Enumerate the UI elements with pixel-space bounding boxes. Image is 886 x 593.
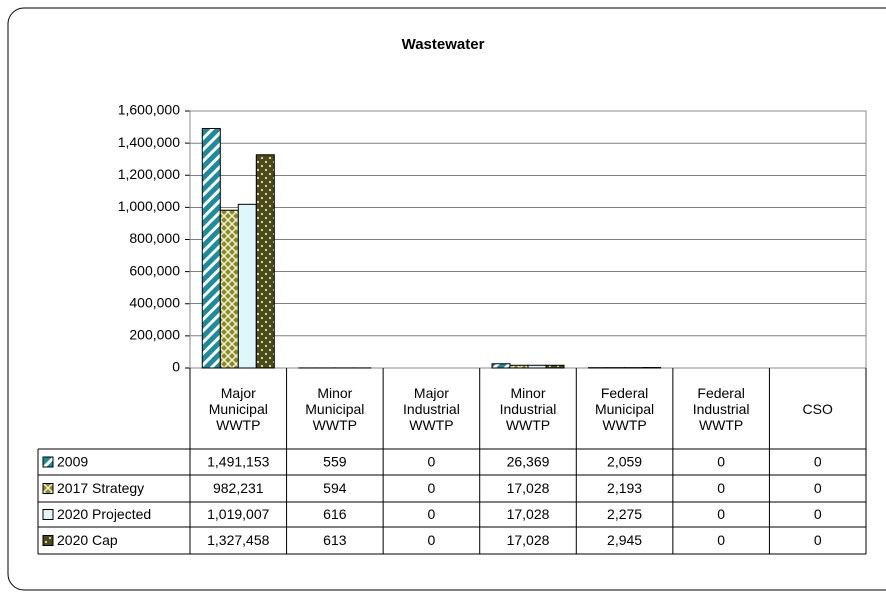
y-tick-label: 600,000 [129,262,180,278]
category-label: Major Industrial WWTP [383,368,480,449]
data-label: 0 [428,454,436,470]
y-tick-label: 1,400,000 [118,134,180,150]
data-label: 0 [814,480,822,496]
data-label: 0 [717,454,725,470]
bar [201,127,221,369]
bar [545,364,565,369]
data-label: 1,491,153 [207,454,269,470]
data-label: 0 [428,480,436,496]
x-tick-label: Major Industrial WWTP [403,384,460,433]
x-tick-label: Major Municipal WWTP [208,384,268,433]
x-tick-label: Minor Municipal WWTP [305,384,365,433]
legend-key [42,483,54,494]
data-label: 0 [428,506,436,522]
data-label: 0 [814,532,822,548]
legend-label: 2017 Strategy [57,480,144,496]
category-label: Federal Municipal WWTP [576,368,673,449]
bar [219,209,239,369]
data-label: 559 [323,454,347,470]
legend-key [42,456,54,468]
data-label: 594 [323,480,347,496]
category-label: Minor Industrial WWTP [480,368,577,449]
bar [237,203,257,369]
y-tick-label: 800,000 [129,230,180,246]
y-tick-label: 1,000,000 [118,198,180,214]
legend-key [42,509,54,520]
legend-key [42,535,54,546]
chart-title: Wastewater [402,36,485,53]
bar [255,154,275,369]
category-label: CSO [769,368,866,449]
chart-frame [7,7,886,591]
legend-label: 2009 [57,454,88,470]
y-tick-label: 1,600,000 [118,102,180,118]
data-label: 613 [323,532,347,548]
category-label: Minor Municipal WWTP [287,368,384,449]
y-tick-label: 0 [172,359,180,375]
data-label: 17,028 [507,532,550,548]
data-label: 0 [428,532,436,548]
y-tick-label: 400,000 [129,294,180,310]
data-label: 616 [323,506,347,522]
data-label: 0 [814,454,822,470]
data-label: 2,059 [607,454,642,470]
category-label: Major Municipal WWTP [190,368,287,449]
data-label: 982,231 [213,480,264,496]
data-label: 0 [717,532,725,548]
data-label: 2,275 [607,506,642,522]
data-label: 17,028 [507,480,550,496]
category-label: Federal Industrial WWTP [673,368,770,449]
x-tick-label: Minor Industrial WWTP [499,384,557,433]
data-label: 1,019,007 [207,506,269,522]
x-tick-label: CSO [802,400,833,417]
data-label: 0 [814,506,822,522]
data-label: 2,945 [607,532,642,548]
data-label: 0 [717,480,725,496]
data-label: 0 [717,506,725,522]
data-label: 17,028 [507,506,550,522]
data-label: 1,327,458 [207,532,269,548]
legend-label: 2020 Projected [57,506,151,522]
legend-label: 2020 Cap [57,532,118,548]
y-tick-label: 200,000 [129,327,180,343]
x-tick-label: Federal Industrial WWTP [692,384,750,433]
data-label: 2,193 [607,480,642,496]
data-label: 26,369 [507,454,550,470]
x-tick-label: Federal Municipal WWTP [594,384,655,433]
y-tick-label: 1,200,000 [118,166,180,182]
